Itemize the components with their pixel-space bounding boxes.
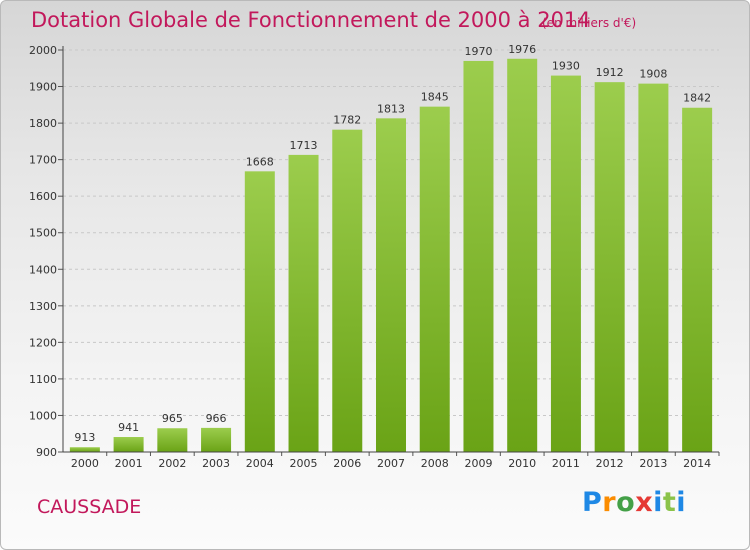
data-label-2000: 913 (74, 431, 95, 444)
y-tick-label: 1600 (29, 190, 57, 203)
data-label-2001: 941 (118, 421, 139, 434)
x-tick-label-2012: 2012 (596, 457, 624, 470)
y-tick-label: 1400 (29, 263, 57, 276)
data-label-2005: 1713 (290, 139, 318, 152)
bar-2010 (507, 58, 538, 453)
data-label-2010: 1976 (508, 43, 536, 56)
bar-2000 (69, 447, 100, 452)
data-label-2009: 1970 (464, 45, 492, 58)
bar-2003 (201, 427, 232, 452)
bar-2011 (550, 75, 581, 452)
y-tick-label: 1900 (29, 81, 57, 94)
y-tick-label: 900 (36, 446, 57, 459)
commune-name: CAUSSADE (37, 496, 142, 518)
data-label-2014: 1842 (683, 92, 711, 105)
y-tick-label: 1300 (29, 300, 57, 313)
data-label-2002: 965 (162, 412, 183, 425)
bars: 913 941 965 966 1668 1713 1782 1813 1845 1970 1976… (69, 43, 713, 453)
x-tick-label-2008: 2008 (421, 457, 449, 470)
data-label-2012: 1912 (596, 66, 624, 79)
x-tick-label-2013: 2013 (639, 457, 667, 470)
bar-2014 (682, 107, 713, 452)
data-label-2007: 1813 (377, 102, 405, 115)
y-tick-label: 1800 (29, 117, 57, 130)
x-tick-label-2000: 2000 (71, 457, 99, 470)
bar-2008 (419, 106, 450, 453)
axes: 900 1000 1100 1200 1300 1400 1500 1600 1700 1800 1… (29, 44, 720, 470)
chart-subtitle: (en milliers d'€) (542, 16, 637, 30)
proxiti-logo[interactable]: Proxiti (582, 487, 687, 518)
x-tick-label-2011: 2011 (552, 457, 580, 470)
chart-title: Dotation Globale de Fonctionnement de 20… (31, 8, 591, 32)
x-tick-label-2001: 2001 (115, 457, 143, 470)
y-tick-label: 1500 (29, 227, 57, 240)
data-label-2006: 1782 (333, 114, 361, 127)
data-label-2011: 1930 (552, 60, 580, 73)
data-label-2003: 966 (206, 412, 227, 425)
bar-2004 (244, 171, 275, 452)
bar-2009 (463, 60, 494, 453)
data-label-2004: 1668 (246, 155, 274, 168)
x-tick-label-2003: 2003 (202, 457, 230, 470)
bar-2012 (594, 82, 625, 452)
x-tick-label-2004: 2004 (246, 457, 274, 470)
y-tick-label: 1100 (29, 373, 57, 386)
x-tick-label-2002: 2002 (158, 457, 186, 470)
data-label-2008: 1845 (421, 91, 449, 104)
y-tick-label: 1000 (29, 409, 57, 422)
y-tick-label: 1200 (29, 336, 57, 349)
x-tick-label-2007: 2007 (377, 457, 405, 470)
data-label-2013: 1908 (639, 68, 667, 81)
bar-2001 (113, 437, 144, 452)
bar-2005 (288, 154, 319, 453)
y-tick-label: 1700 (29, 154, 57, 167)
x-tick-label-2014: 2014 (683, 457, 711, 470)
bar-2007 (376, 118, 406, 452)
x-tick-label-2009: 2009 (464, 457, 492, 470)
bar-2002 (157, 428, 188, 452)
bar-2013 (638, 83, 669, 452)
y-tick-label: 2000 (29, 44, 57, 57)
x-tick-label-2010: 2010 (508, 457, 536, 470)
x-tick-label-2006: 2006 (333, 457, 361, 470)
bar-2006 (332, 129, 363, 452)
x-tick-label-2005: 2005 (290, 457, 318, 470)
